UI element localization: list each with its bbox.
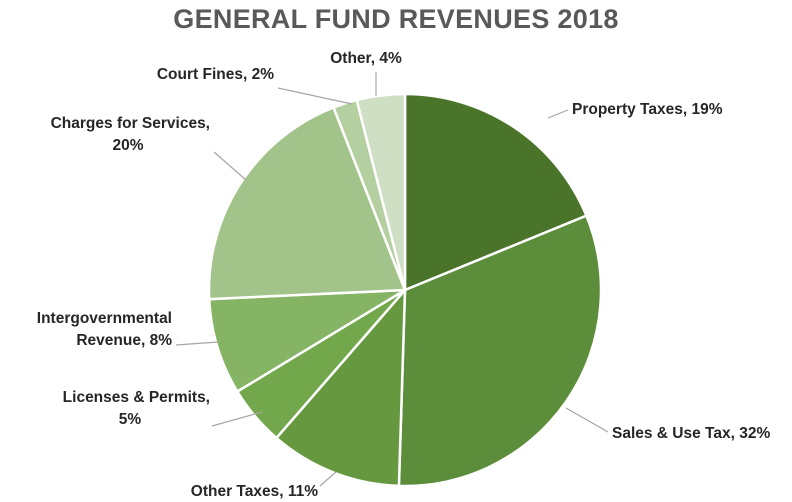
pie-slice-other-taxes (274, 286, 407, 488)
chart-title: GENERAL FUND REVENUES 2018 (173, 4, 619, 34)
leader-line-other-taxes (319, 471, 337, 487)
slice-label-sales-and-use-tax: Sales & Use Tax, 32% (612, 425, 770, 442)
leader-line-court-fines (277, 87, 353, 105)
slice-label-other-taxes: Other Taxes, 11% (191, 483, 318, 500)
slice-label-court-fines: Court Fines, 2% (157, 66, 274, 83)
slice-label-charges-for-services: Charges for Services, 20% (51, 115, 210, 154)
pie-slice-property-taxes (403, 92, 589, 292)
pie-slice-intergovernmental-revenue (207, 288, 406, 394)
slice-label-other: Other, 4% (330, 50, 402, 67)
leader-line-property-taxes (547, 109, 569, 119)
pie-slice-charges-for-services (207, 105, 407, 301)
leader-line-sales-and-use-tax (565, 407, 609, 433)
leader-line-charges-for-services (213, 151, 247, 181)
slice-label-intergovernmental-revenue: Intergovernmental Revenue, 8% (37, 310, 172, 349)
pie-slice-other (355, 92, 407, 291)
pie-slice-sales-and-use-tax (397, 214, 603, 488)
leader-line-intergovernmental-revenue (175, 341, 219, 346)
slice-label-property-taxes: Property Taxes, 19% (572, 101, 723, 118)
slice-label-licenses-and-permits: Licenses & Permits, 5% (63, 389, 210, 428)
leader-line-licenses-and-permits (211, 411, 263, 427)
